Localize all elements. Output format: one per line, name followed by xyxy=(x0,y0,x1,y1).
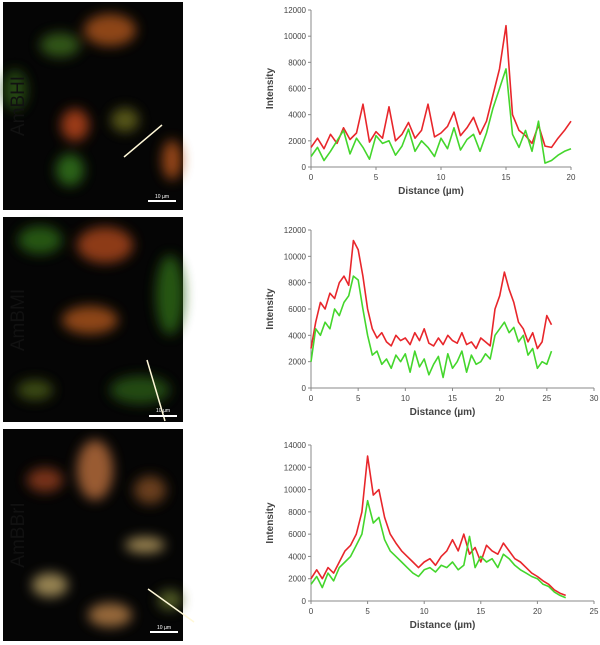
y-tick-label: 0 xyxy=(302,597,307,606)
data-line xyxy=(310,275,553,379)
y-tick-label: 6000 xyxy=(288,85,306,94)
x-tick-label: 20 xyxy=(495,394,504,403)
y-tick-label: 8000 xyxy=(288,58,306,67)
x-tick-label: 0 xyxy=(309,394,314,403)
y-tick-label: 0 xyxy=(302,384,307,393)
y-tick-label: 2000 xyxy=(288,575,306,584)
x-axis-label: Distance (µm) xyxy=(398,186,464,197)
x-tick-label: 20 xyxy=(533,607,542,616)
x-tick-label: 15 xyxy=(502,173,511,182)
data-line xyxy=(310,239,553,350)
x-tick-label: 0 xyxy=(309,173,314,182)
y-tick-label: 12000 xyxy=(284,463,307,472)
y-tick-label: 2000 xyxy=(288,358,306,367)
y-tick-label: 10000 xyxy=(284,252,307,261)
x-tick-label: 25 xyxy=(542,394,551,403)
y-tick-label: 8000 xyxy=(288,279,306,288)
micrograph xyxy=(3,217,184,422)
scale-bar-label: 10 µm xyxy=(156,408,170,414)
x-tick-label: 0 xyxy=(309,607,314,616)
x-tick-label: 10 xyxy=(420,607,429,616)
x-axis-label: Distance (µm) xyxy=(410,620,476,631)
y-tick-label: 6000 xyxy=(288,530,306,539)
y-tick-label: 0 xyxy=(302,163,307,172)
y-tick-label: 10000 xyxy=(284,486,307,495)
y-axis-label: Intensity xyxy=(265,68,276,110)
y-tick-label: 14000 xyxy=(284,441,307,450)
y-tick-label: 4000 xyxy=(288,552,306,561)
x-tick-label: 5 xyxy=(365,607,370,616)
x-tick-label: 5 xyxy=(374,173,379,182)
x-tick-label: 30 xyxy=(590,394,599,403)
data-line xyxy=(310,499,566,599)
y-tick-label: 8000 xyxy=(288,508,306,517)
y-tick-label: 4000 xyxy=(288,331,306,340)
x-tick-label: 25 xyxy=(590,607,599,616)
y-tick-label: 6000 xyxy=(288,305,306,314)
y-tick-label: 10000 xyxy=(284,32,307,41)
panel-label: AmBBrI xyxy=(8,502,29,567)
x-tick-label: 10 xyxy=(401,394,410,403)
x-tick-label: 15 xyxy=(448,394,457,403)
x-tick-label: 10 xyxy=(437,173,446,182)
x-tick-label: 5 xyxy=(356,394,361,403)
micrograph xyxy=(3,429,195,641)
y-tick-label: 12000 xyxy=(284,226,307,235)
data-line xyxy=(310,455,566,597)
y-axis-label: Intensity xyxy=(265,502,276,544)
x-tick-label: 15 xyxy=(476,607,485,616)
y-tick-label: 4000 xyxy=(288,111,306,120)
data-line xyxy=(310,24,572,150)
y-axis-label: Intensity xyxy=(265,288,276,330)
y-tick-label: 12000 xyxy=(284,6,307,15)
panel-label: AmBHI xyxy=(8,76,29,136)
scale-bar-label: 10 µm xyxy=(155,194,169,200)
panel-label: AmBMI xyxy=(8,289,29,351)
x-tick-label: 20 xyxy=(567,173,576,182)
data-line xyxy=(310,68,572,164)
scale-bar-label: 10 µm xyxy=(157,625,171,631)
x-axis-label: Distance (µm) xyxy=(410,407,476,418)
micrograph xyxy=(3,2,183,210)
y-tick-label: 2000 xyxy=(288,137,306,146)
